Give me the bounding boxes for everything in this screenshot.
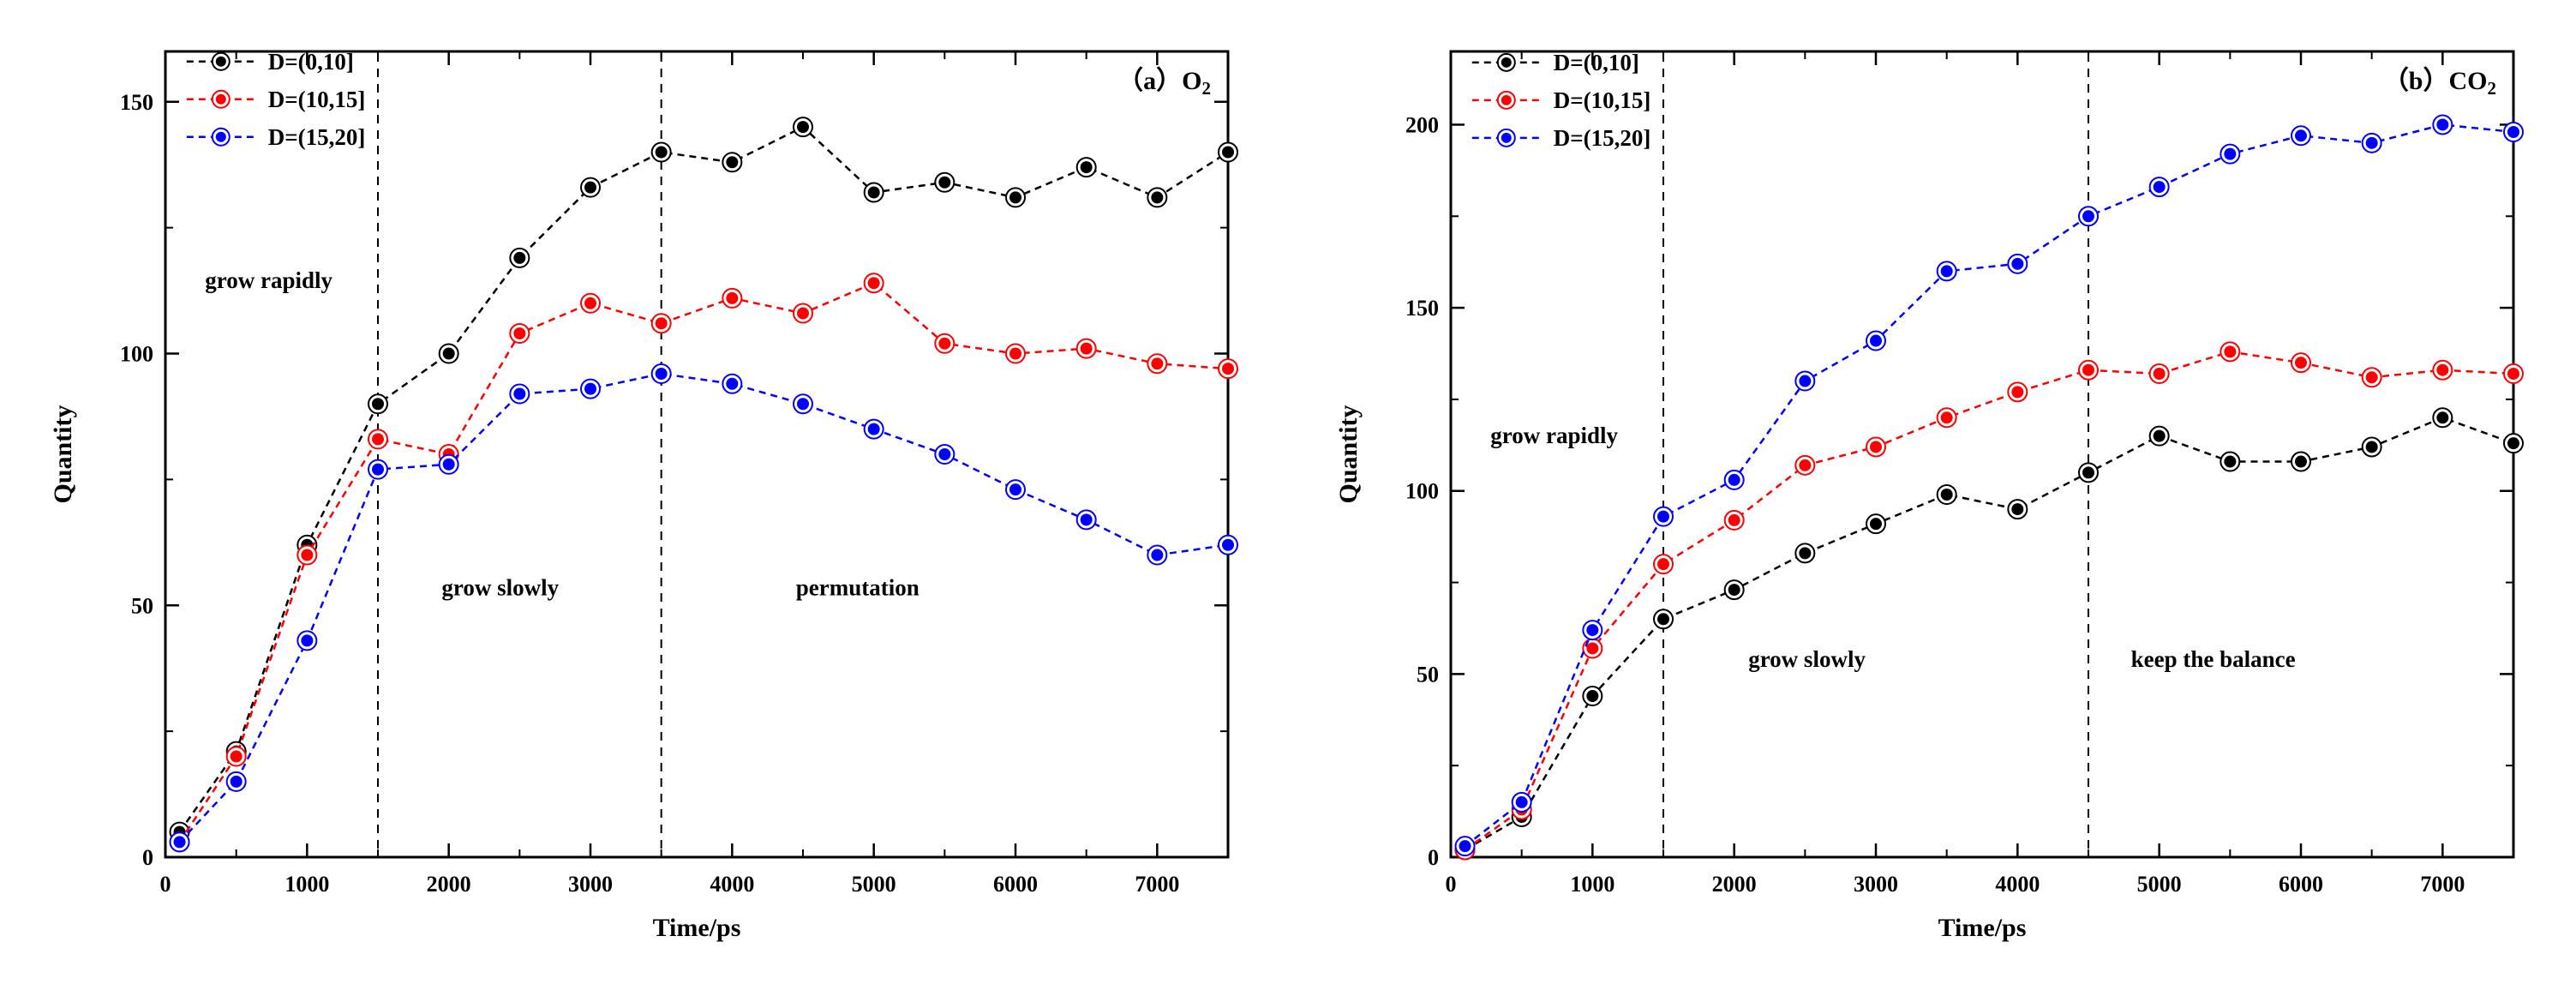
panel-co2: 0 1000 2000 3000 4000 5000 6000 7000 0 50 100 150 20… bbox=[1305, 17, 2556, 977]
svg-text:6000: 6000 bbox=[993, 872, 1038, 897]
svg-text:（a）O2: （a）O2 bbox=[1117, 66, 1211, 99]
svg-text:1000: 1000 bbox=[1570, 872, 1614, 897]
svg-text:Quantity: Quantity bbox=[1334, 405, 1363, 503]
svg-text:D=(0,10]: D=(0,10] bbox=[268, 49, 354, 75]
svg-text:D=(15,20]: D=(15,20] bbox=[1554, 125, 1651, 151]
svg-text:100: 100 bbox=[1405, 479, 1439, 504]
svg-text:150: 150 bbox=[1405, 296, 1439, 321]
svg-text:2000: 2000 bbox=[427, 872, 471, 897]
svg-text:Quantity: Quantity bbox=[49, 405, 77, 503]
svg-text:D=(15,20]: D=(15,20] bbox=[268, 124, 366, 150]
svg-text:D=(10,15]: D=(10,15] bbox=[268, 87, 366, 112]
svg-text:permutation: permutation bbox=[796, 575, 920, 601]
figure-row: 01000200030004000500060007000050100150Ti… bbox=[0, 0, 2576, 994]
svg-text:4000: 4000 bbox=[710, 872, 754, 897]
svg-text:0: 0 bbox=[142, 845, 153, 870]
svg-text:7000: 7000 bbox=[2420, 872, 2465, 897]
svg-text:D=(0,10]: D=(0,10] bbox=[1554, 50, 1639, 75]
svg-text:1000: 1000 bbox=[285, 872, 329, 897]
svg-text:3000: 3000 bbox=[568, 872, 613, 897]
chart-o2: 0 1000 2000 3000 4000 5000 6000 7000 0 50 100 150 Ti… bbox=[20, 17, 1271, 977]
svg-text:0: 0 bbox=[160, 872, 171, 897]
svg-text:50: 50 bbox=[131, 593, 153, 618]
svg-text:6000: 6000 bbox=[2279, 872, 2323, 897]
svg-text:2000: 2000 bbox=[1712, 872, 1757, 897]
svg-text:grow slowly: grow slowly bbox=[441, 575, 559, 601]
svg-text:grow rapidly: grow rapidly bbox=[205, 267, 332, 293]
svg-text:50: 50 bbox=[1417, 662, 1439, 687]
svg-text:keep the balance: keep the balance bbox=[2131, 646, 2296, 672]
svg-text:100: 100 bbox=[120, 342, 153, 367]
svg-text:（b）CO2: （b）CO2 bbox=[2383, 66, 2496, 99]
svg-text:D=(10,15]: D=(10,15] bbox=[1554, 87, 1651, 113]
panel-o2: 0 1000 2000 3000 4000 5000 6000 7000 0 50 100 150 Ti… bbox=[20, 17, 1271, 977]
svg-text:Time/ps: Time/ps bbox=[653, 914, 741, 942]
svg-text:150: 150 bbox=[120, 90, 153, 115]
chart-co2: 0 1000 2000 3000 4000 5000 6000 7000 0 50 100 150 20… bbox=[1305, 17, 2556, 977]
svg-text:5000: 5000 bbox=[852, 872, 896, 897]
svg-text:grow rapidly: grow rapidly bbox=[1490, 423, 1618, 448]
svg-text:3000: 3000 bbox=[1854, 872, 1898, 897]
svg-text:0: 0 bbox=[1428, 845, 1439, 870]
svg-text:5000: 5000 bbox=[2137, 872, 2182, 897]
svg-text:grow slowly: grow slowly bbox=[1748, 646, 1866, 672]
svg-text:7000: 7000 bbox=[1135, 872, 1179, 897]
svg-text:4000: 4000 bbox=[1995, 872, 2040, 897]
svg-text:Time/ps: Time/ps bbox=[1938, 914, 2027, 942]
svg-text:200: 200 bbox=[1405, 112, 1439, 137]
svg-text:0: 0 bbox=[1446, 872, 1457, 897]
